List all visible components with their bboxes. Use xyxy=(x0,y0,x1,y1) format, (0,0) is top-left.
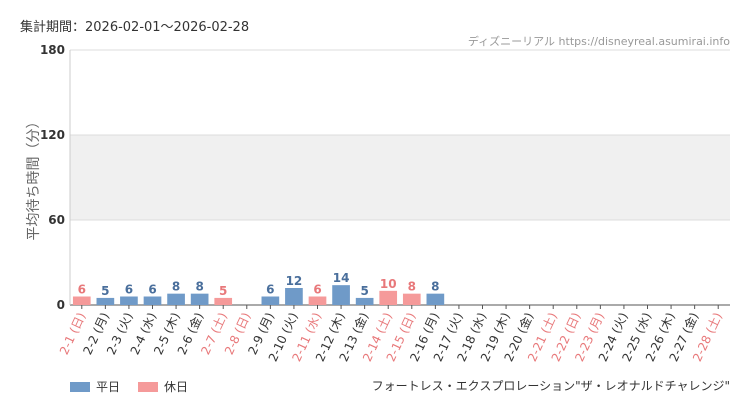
bar xyxy=(332,285,350,305)
data-label: 12 xyxy=(286,274,303,288)
bar xyxy=(261,296,280,305)
data-label: 6 xyxy=(148,283,156,297)
y-tick-label: 120 xyxy=(40,128,65,142)
data-label: 6 xyxy=(125,283,133,297)
bar xyxy=(426,293,445,305)
y-axis-title: 平均待ち時間（分） xyxy=(26,115,42,241)
legend-item-holiday: 休日 xyxy=(138,378,188,395)
bar xyxy=(308,296,327,305)
data-label: 6 xyxy=(266,283,274,297)
legend: 平日 休日 xyxy=(70,378,206,395)
bar xyxy=(379,290,398,305)
attraction-name: フォートレス・エクスプロレーション"ザ・レオナルドチャレンジ" xyxy=(371,379,730,393)
legend-label-weekday: 平日 xyxy=(96,380,121,394)
y-tick-label: 0 xyxy=(57,298,65,312)
legend-swatch-holiday xyxy=(138,381,159,392)
data-label: 8 xyxy=(431,280,439,294)
data-label: 6 xyxy=(78,283,86,297)
bar xyxy=(143,296,162,305)
bar xyxy=(190,293,209,305)
period-text: 集計期間：2026-02-01〜2026-02-28 xyxy=(20,20,250,35)
data-label: 8 xyxy=(408,280,416,294)
data-label: 8 xyxy=(195,280,203,294)
y-tick-label: 60 xyxy=(48,213,65,227)
bar xyxy=(72,296,91,305)
data-label: 5 xyxy=(219,284,227,298)
bar xyxy=(214,297,233,305)
shaded-band xyxy=(70,135,730,220)
y-tick-label: 180 xyxy=(40,43,65,57)
data-label: 14 xyxy=(333,271,350,285)
data-label: 8 xyxy=(172,280,180,294)
bar xyxy=(96,297,115,305)
bar xyxy=(167,293,185,305)
legend-label-holiday: 休日 xyxy=(164,380,189,394)
bar xyxy=(285,288,303,305)
data-label: 10 xyxy=(380,277,397,291)
data-label: 5 xyxy=(360,284,368,298)
bar xyxy=(120,296,138,305)
legend-swatch-weekday xyxy=(70,381,90,392)
data-label: 5 xyxy=(101,284,109,298)
bar xyxy=(402,293,421,305)
bar xyxy=(355,297,374,305)
data-label: 6 xyxy=(313,283,321,297)
legend-item-weekday: 平日 xyxy=(70,378,120,395)
source-text: ディズニーリアル https://disneyreal.asumirai.inf… xyxy=(467,35,730,48)
